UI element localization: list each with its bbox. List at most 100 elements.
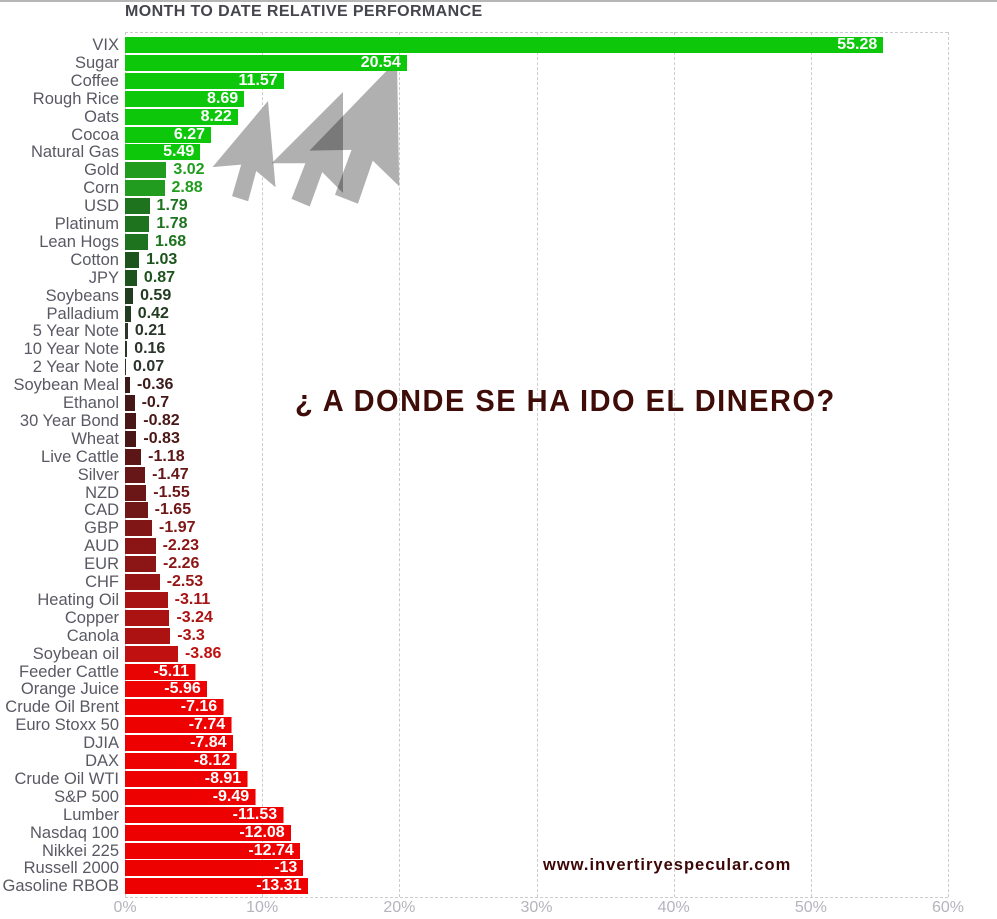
value-label: -9.49 <box>206 788 256 805</box>
category-label: Gold <box>84 161 119 180</box>
bar <box>125 251 140 268</box>
category-label: USD <box>84 197 119 216</box>
window-top-border <box>0 0 997 2</box>
plot-frame-dashed-line <box>125 897 948 898</box>
bar <box>125 627 171 644</box>
value-label: -5.11 <box>147 663 196 680</box>
value-label: 11.57 <box>232 72 284 89</box>
value-label: 1.79 <box>156 197 188 215</box>
gridline <box>536 32 538 897</box>
bar <box>125 180 165 197</box>
mouse-cursor-arrow-icon <box>309 60 400 204</box>
bar <box>125 305 131 322</box>
bar <box>125 538 156 555</box>
value-label: 6.27 <box>167 126 211 143</box>
bar <box>125 609 170 626</box>
category-label: Live Cattle <box>41 447 119 466</box>
value-label: -0.83 <box>143 429 180 447</box>
bar <box>125 520 153 537</box>
value-label: -2.26 <box>162 555 200 573</box>
category-label: Nikkei 225 <box>41 841 119 860</box>
category-label: VIX <box>92 36 119 54</box>
x-axis-tick-label: 40% <box>657 899 690 916</box>
category-label: 10 Year Note <box>23 340 119 359</box>
value-label: -3.11 <box>174 590 211 608</box>
bar <box>125 395 135 411</box>
value-label: 55.28 <box>831 37 884 53</box>
category-label: Soybeans <box>45 286 119 305</box>
category-label: Soybean oil <box>32 644 119 663</box>
category-label: DAX <box>85 752 119 770</box>
value-label: 5.49 <box>157 144 201 161</box>
category-label: CAD <box>84 501 119 520</box>
category-label: Heating Oil <box>37 590 119 609</box>
bar <box>125 502 148 519</box>
value-label: 2.88 <box>171 179 203 197</box>
category-label: Nasdaq 100 <box>30 823 119 842</box>
value-label: 1.78 <box>156 215 188 232</box>
gridline <box>810 32 812 897</box>
category-label: Platinum <box>54 215 119 233</box>
mouse-cursor-arrow-icon <box>271 92 343 207</box>
value-label: -7.74 <box>182 717 232 734</box>
category-label: EUR <box>84 555 119 574</box>
value-label: 0.21 <box>134 322 167 340</box>
bar <box>125 430 137 447</box>
x-axis-tick-label: 0% <box>113 899 137 916</box>
bar <box>125 484 147 501</box>
category-label: 2 Year Note <box>32 358 119 377</box>
x-axis-tick-label: 60% <box>931 899 965 916</box>
category-label: Silver <box>77 465 119 484</box>
value-label: -3.86 <box>184 644 222 662</box>
category-label: Orange Juice <box>20 680 119 699</box>
category-label: Wheat <box>71 429 119 448</box>
value-label: -13 <box>268 860 304 877</box>
category-label: Crude Oil WTI <box>14 769 119 788</box>
bar <box>125 216 150 232</box>
bar <box>125 860 304 877</box>
bar <box>125 198 150 215</box>
value-label: -2.53 <box>166 573 204 590</box>
value-label: -1.47 <box>152 465 189 483</box>
category-label: Palladium <box>46 304 119 323</box>
category-label: Natural Gas <box>30 143 119 162</box>
category-label: DJIA <box>83 734 119 753</box>
value-label: 0.59 <box>140 286 172 304</box>
bar <box>125 359 126 376</box>
value-label: 0.07 <box>133 358 165 376</box>
value-label: 20.54 <box>354 54 407 71</box>
value-label: -7.16 <box>174 699 224 716</box>
category-label: Cotton <box>70 250 119 269</box>
value-label: 0.87 <box>143 268 176 286</box>
category-label: CHF <box>85 573 119 591</box>
category-label: Soybean Meal <box>13 376 120 395</box>
gridline <box>948 32 949 897</box>
category-label: JPY <box>88 268 119 287</box>
gridline <box>262 32 264 897</box>
value-label: -0.82 <box>143 411 180 429</box>
value-label: -7.84 <box>184 735 233 752</box>
value-label: -1.65 <box>154 501 192 519</box>
value-label: -1.55 <box>153 483 190 501</box>
bar <box>125 287 134 304</box>
category-label: Rough Rice <box>32 89 119 108</box>
category-label: Crude Oil Brent <box>5 698 119 717</box>
bar <box>125 556 156 573</box>
category-label: S&P 500 <box>54 787 119 806</box>
bar <box>125 341 128 358</box>
category-label: Euro Stoxx 50 <box>15 716 119 735</box>
category-label: GBP <box>84 519 119 538</box>
x-axis-tick-label: 30% <box>520 899 553 916</box>
bar <box>125 448 142 465</box>
category-label: NZD <box>85 483 119 502</box>
bar <box>125 162 167 179</box>
bar <box>125 574 160 590</box>
overlay-question-text: ¿ A DONDE SE HA IDO EL DINERO? <box>295 385 836 419</box>
bar <box>125 412 137 429</box>
value-label: 0.42 <box>137 304 169 322</box>
category-label: Gasoline RBOB <box>2 877 119 896</box>
value-label: -12.08 <box>233 824 291 841</box>
value-label: 1.68 <box>155 232 187 250</box>
category-label: 30 Year Bond <box>19 411 119 430</box>
